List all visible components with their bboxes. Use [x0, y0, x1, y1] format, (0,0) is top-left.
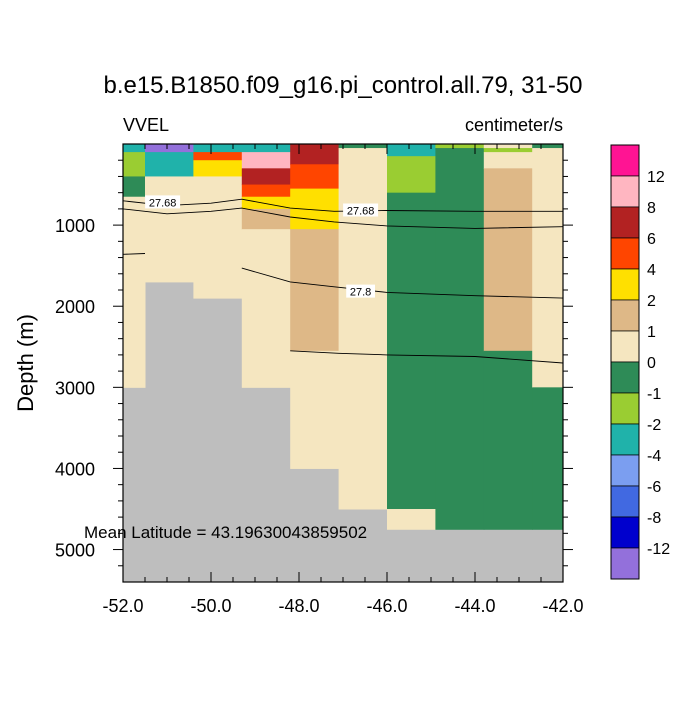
cell-9-0	[532, 144, 563, 149]
y-axis-label: Depth (m)	[13, 314, 38, 412]
colorbar-label-10: -6	[647, 479, 661, 496]
cell-0-3	[123, 196, 146, 388]
colorbar-swatch-1	[610, 175, 640, 208]
colorbar-swatch-10	[610, 454, 640, 487]
cell-3-6	[241, 229, 291, 388]
cell-3-1	[241, 152, 291, 169]
cell-0-0	[123, 144, 146, 153]
x-tick-label-4: -44.0	[454, 596, 495, 616]
colorbar-label-2: 6	[647, 231, 656, 248]
colorbar-swatch-5	[610, 299, 640, 332]
cell-1-2	[145, 176, 194, 283]
colorbar-swatch-12	[610, 516, 640, 549]
contour-label-1: 27.68	[347, 206, 375, 218]
colorbar-swatch-11	[610, 485, 640, 518]
cell-8-1	[483, 148, 533, 153]
colorbar-swatch-2	[610, 206, 640, 239]
colorbar-swatch-8	[610, 392, 640, 425]
x-tick-label-1: -50.0	[190, 596, 231, 616]
colorbar-label-3: 4	[647, 262, 656, 279]
cell-6-2	[387, 192, 436, 510]
cell-1-0	[145, 144, 194, 153]
cell-6-3	[387, 509, 436, 530]
contour-line-1	[123, 207, 563, 229]
colorbar-label-6: 0	[647, 355, 656, 372]
x-tick-label-3: -46.0	[366, 596, 407, 616]
y-tick-label-4: 5000	[55, 541, 95, 561]
colorbar-label-11: -8	[647, 510, 661, 527]
colorbar-label-7: -1	[647, 386, 661, 403]
cell-4-0	[290, 144, 340, 165]
cell-5-0	[338, 144, 388, 149]
cell-2-3	[193, 176, 243, 299]
cell-2-2	[193, 160, 243, 177]
x-tick-label-0: -52.0	[102, 596, 143, 616]
cell-7-1	[435, 148, 485, 530]
chart-title: b.e15.B1850.f09_g16.pi_control.all.79, 3…	[103, 72, 582, 99]
cell-8-3	[483, 168, 533, 352]
colorbar-label-12: -12	[647, 541, 670, 558]
x-tick-label-2: -48.0	[278, 596, 319, 616]
contour-label-2: 27.8	[350, 287, 371, 299]
cell-8-2	[483, 152, 533, 169]
cell-3-0	[241, 144, 291, 153]
x-tick-label-5: -42.0	[542, 596, 583, 616]
y-tick-label-0: 1000	[55, 216, 95, 236]
colorbar-swatch-0	[610, 144, 640, 177]
cell-8-4	[483, 350, 533, 530]
colorbar-label-1: 8	[647, 200, 656, 217]
contour-line-0	[123, 198, 563, 212]
mean-latitude-annotation: Mean Latitude = 43.19630043859502	[84, 523, 367, 542]
colorbar-swatch-4	[610, 268, 640, 301]
cell-9-2	[532, 387, 563, 530]
cell-0-2	[123, 176, 146, 198]
y-tick-label-2: 3000	[55, 378, 95, 398]
cell-0-1	[123, 152, 146, 177]
cell-6-1	[387, 156, 436, 194]
cell-3-5	[241, 208, 291, 230]
colorbar-swatch-6	[610, 330, 640, 363]
cell-4-1	[290, 164, 340, 190]
right-label: centimeter/s	[465, 115, 563, 135]
cell-5-1	[338, 148, 388, 510]
colorbar-swatch-13	[610, 547, 640, 580]
colorbar-label-0: 12	[647, 169, 665, 186]
cell-4-3	[290, 229, 340, 352]
cell-2-1	[193, 152, 243, 161]
cell-9-1	[532, 148, 563, 388]
contour-label-bg-1	[343, 203, 379, 217]
cell-3-3	[241, 184, 291, 198]
left-label: VVEL	[123, 115, 169, 135]
cell-3-2	[241, 168, 291, 186]
contour-label-0: 27.68	[149, 197, 177, 209]
colorbar-frame	[610, 144, 640, 580]
colorbar-swatch-3	[610, 237, 640, 270]
cell-4-4	[290, 350, 340, 469]
cell-1-1	[145, 152, 194, 177]
cell-2-0	[193, 144, 243, 153]
cell-8-0	[483, 144, 533, 149]
cell-6-0	[387, 144, 436, 157]
colorbar-label-4: 2	[647, 293, 656, 310]
y-tick-label-3: 4000	[55, 459, 95, 479]
y-tick-label-1: 2000	[55, 297, 95, 317]
cell-7-0	[435, 144, 485, 149]
colorbar-swatch-9	[610, 423, 640, 456]
contour-label-bg-0	[145, 195, 181, 209]
cell-4-2	[290, 188, 340, 230]
colorbar-label-8: -2	[647, 417, 661, 434]
colorbar-label-5: 1	[647, 324, 656, 341]
colorbar-swatch-7	[610, 361, 640, 394]
contour-line-3	[123, 253, 146, 255]
contour-line-4	[290, 350, 563, 364]
contour-label-bg-2	[346, 284, 375, 298]
colorbar-label-9: -4	[647, 448, 661, 465]
cell-3-4	[241, 196, 291, 210]
